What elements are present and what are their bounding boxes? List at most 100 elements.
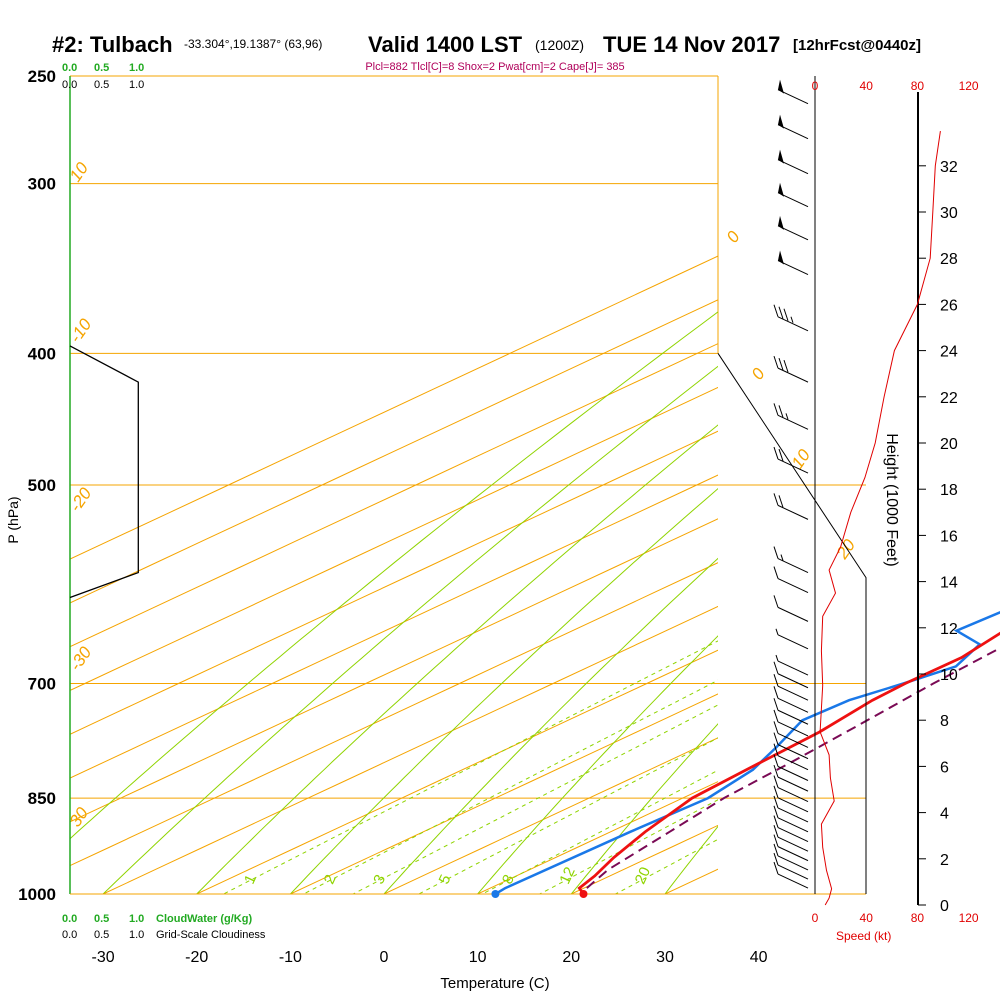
adiabat-label-7: 20 bbox=[832, 535, 859, 563]
y-axis-label: P (hPa) bbox=[5, 496, 21, 543]
x-axis-label: Temperature (C) bbox=[440, 975, 549, 992]
wind-barb-full bbox=[778, 357, 784, 371]
wind-barb-full bbox=[778, 405, 784, 418]
dry-adiabat-50 bbox=[852, 76, 1000, 894]
mixing-ratio-label-5: 5 bbox=[436, 872, 455, 887]
wind-barb-flag bbox=[778, 182, 784, 197]
speed-axis-label: Speed (kt) bbox=[836, 929, 891, 943]
cl-bot-tick-0: 0.0 bbox=[62, 929, 77, 941]
wind-barb-full bbox=[773, 795, 779, 809]
height-tick-label-2: 2 bbox=[940, 852, 949, 869]
wind-barb-25 bbox=[773, 493, 809, 520]
mixing-ratio-line-3 bbox=[352, 704, 718, 894]
station-coords: -33.304°,19.1387° (63,96) bbox=[184, 37, 322, 51]
dry-adiabat--20 bbox=[196, 424, 718, 894]
temperature-line bbox=[577, 631, 1000, 895]
wind-barb-26 bbox=[773, 446, 809, 474]
wind-barb-32 bbox=[777, 182, 809, 208]
cloudwater-top-ticks: 0.0 0.5 1.0 0.0 0.5 1.0 bbox=[62, 62, 144, 91]
wind-barb-1 bbox=[773, 852, 809, 880]
wind-barb-23 bbox=[773, 566, 809, 594]
wind-barb-full bbox=[773, 546, 779, 559]
cloud-water-line bbox=[69, 345, 139, 599]
cw-bot-tick-1: 0.5 bbox=[94, 913, 109, 925]
wind-barb-8 bbox=[773, 785, 809, 813]
height-tick-label-26: 26 bbox=[940, 297, 958, 314]
wind-speed-line bbox=[819, 131, 941, 906]
temperature-tick--20: -20 bbox=[185, 949, 208, 966]
temperature-tick-40: 40 bbox=[750, 949, 768, 966]
wind-barb-staff bbox=[777, 558, 809, 574]
wind-barb-staff bbox=[777, 744, 809, 760]
surface-dewpoint-dot bbox=[491, 890, 500, 898]
wind-barb-staff bbox=[777, 634, 809, 650]
wind-barb-full bbox=[773, 815, 779, 828]
wind-barb-full bbox=[773, 754, 779, 767]
wind-barb-29 bbox=[773, 304, 809, 332]
isotherm--40 bbox=[70, 562, 718, 867]
speed-bottom-tick-80: 80 bbox=[911, 911, 925, 925]
wind-barb-full bbox=[773, 825, 779, 838]
wind-barb-staff bbox=[777, 606, 809, 622]
wind-panel-boundary bbox=[717, 353, 867, 894]
wind-barb-staff bbox=[777, 846, 809, 862]
wind-barb-staff bbox=[777, 660, 809, 676]
wind-barb-21 bbox=[775, 628, 809, 650]
wind-barb-5 bbox=[773, 815, 809, 843]
mixing-ratio-line-8 bbox=[482, 769, 718, 894]
wind-barb-full bbox=[773, 843, 779, 857]
speed-top-tick-40: 40 bbox=[860, 79, 874, 93]
wind-barb-full bbox=[773, 743, 779, 756]
wind-barb-flag bbox=[778, 114, 784, 129]
wind-barb-half bbox=[780, 554, 784, 561]
height-tick-label-28: 28 bbox=[940, 251, 958, 268]
cl-top-tick-2: 1.0 bbox=[129, 79, 144, 91]
height-tick-label-0: 0 bbox=[940, 898, 949, 915]
wind-barb-staff bbox=[777, 504, 809, 520]
mixing-ratio-line-2 bbox=[303, 679, 718, 894]
surface-temperature-dot bbox=[579, 890, 588, 898]
isotherm--80 bbox=[70, 386, 718, 692]
wind-barb-full bbox=[773, 834, 779, 847]
wind-barb-staff bbox=[777, 807, 809, 823]
wind-barb-staff bbox=[777, 414, 809, 430]
wind-barb-34 bbox=[777, 114, 809, 140]
wind-barb-staff bbox=[777, 873, 809, 889]
cl-top-tick-1: 0.5 bbox=[94, 79, 109, 91]
pressure-tick-400: 400 bbox=[28, 344, 56, 363]
speed-bottom-tick-120: 120 bbox=[959, 911, 979, 925]
dry-adiabat--30 bbox=[102, 365, 718, 894]
isotherm--20 bbox=[196, 649, 718, 894]
wind-barb-full bbox=[773, 709, 779, 723]
wind-barb-14 bbox=[773, 721, 809, 748]
wind-barb-half bbox=[775, 654, 779, 662]
speed-bottom-tick-40: 40 bbox=[860, 911, 874, 925]
mixing-ratio-line-12 bbox=[539, 799, 718, 894]
stability-indices: Plcl=882 Tlcl[C]=8 Shox=2 Pwat[cm]=2 Cap… bbox=[365, 61, 624, 73]
height-tick-label-6: 6 bbox=[940, 759, 949, 776]
wind-barb-staff bbox=[777, 578, 809, 594]
wind-barb-20 bbox=[775, 654, 809, 676]
speed-top-tick-0: 0 bbox=[812, 79, 819, 93]
wind-barb-flag bbox=[778, 79, 784, 94]
wind-barb-staff bbox=[777, 458, 809, 474]
height-tick-label-18: 18 bbox=[940, 482, 958, 499]
wind-barb-16 bbox=[773, 698, 809, 725]
isotherms bbox=[70, 255, 718, 894]
valid-time: Valid 1400 LST bbox=[368, 32, 523, 57]
wind-barb-full bbox=[773, 852, 779, 866]
wind-barb-12 bbox=[773, 743, 809, 771]
wind-barb-17 bbox=[773, 686, 809, 713]
wind-barb-staff bbox=[777, 316, 809, 332]
pressure-tick-300: 300 bbox=[28, 175, 56, 194]
speed-top-tick-120: 120 bbox=[959, 79, 979, 93]
wind-barb-3 bbox=[773, 834, 809, 862]
height-tick-label-16: 16 bbox=[940, 528, 958, 545]
temperature-tick--30: -30 bbox=[92, 949, 115, 966]
wind-barb-13 bbox=[773, 732, 809, 760]
wind-barb-27 bbox=[773, 403, 809, 430]
wind-barb-staff bbox=[777, 367, 809, 383]
wind-barb-0 bbox=[773, 861, 809, 889]
